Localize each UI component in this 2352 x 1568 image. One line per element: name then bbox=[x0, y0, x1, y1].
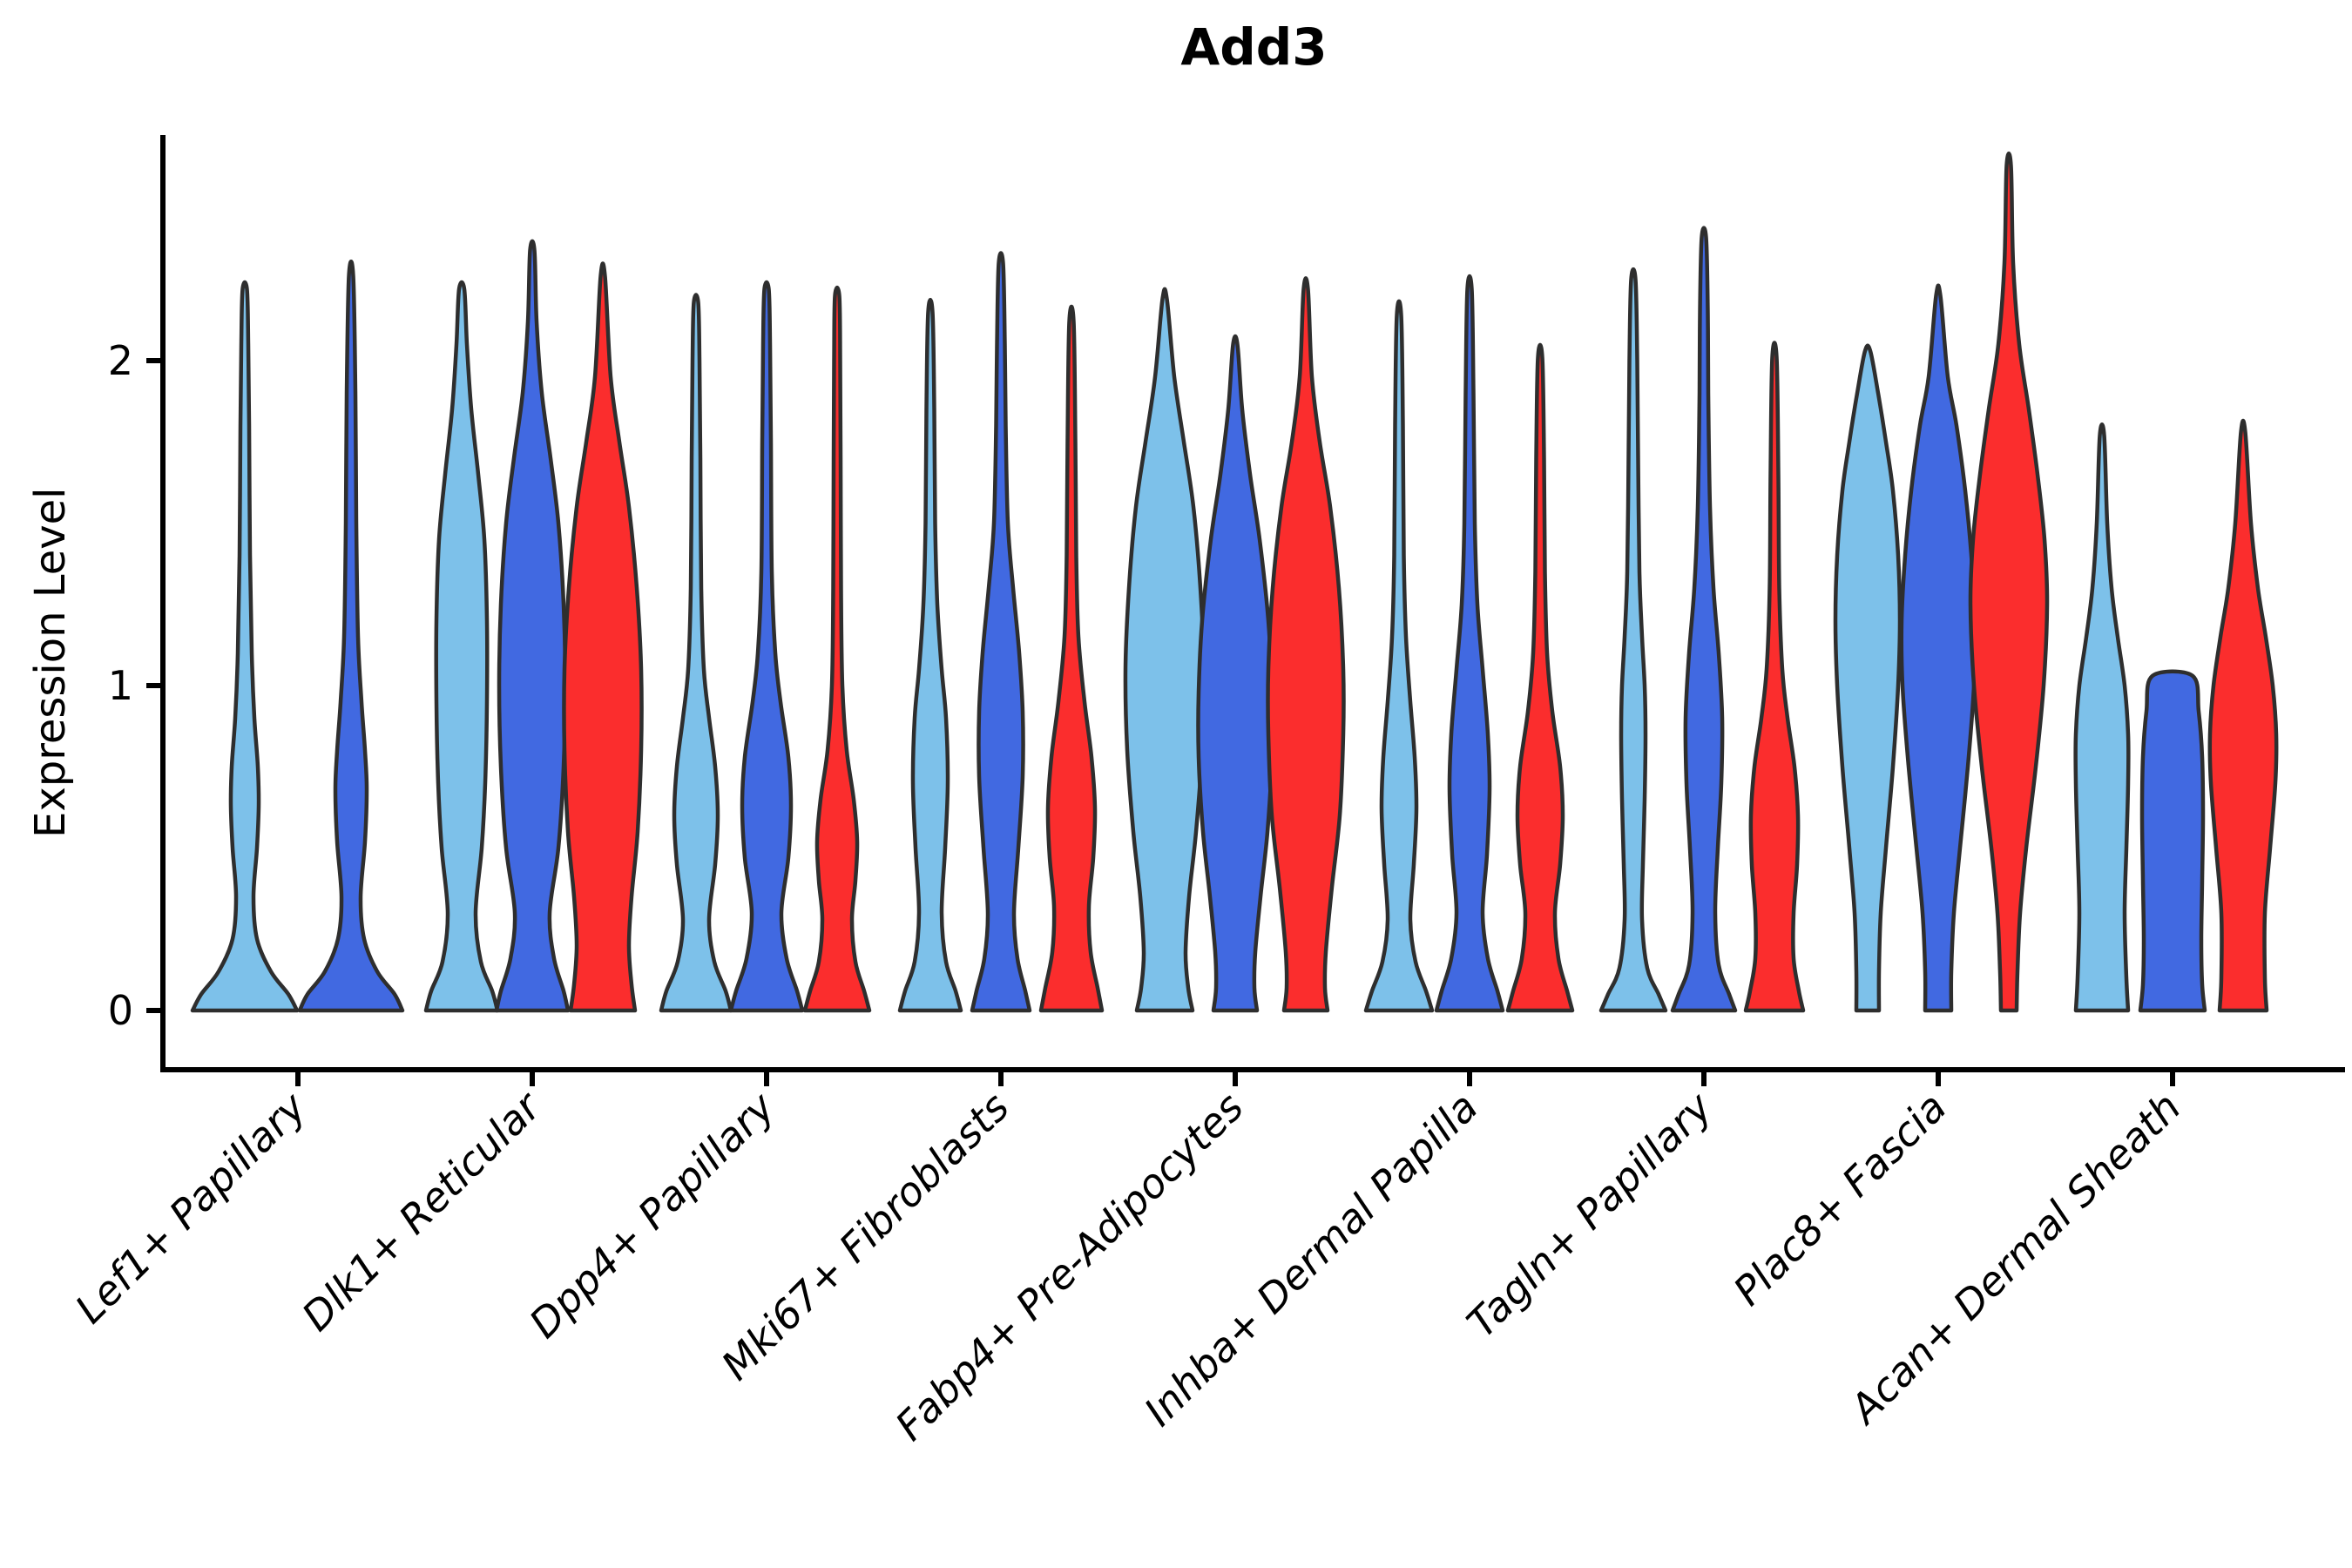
violin-tagln-papillary-dark-blue bbox=[1670, 226, 1738, 1013]
violin-acan-dermal-sheath-red bbox=[2207, 418, 2279, 1013]
violin-mki67-fibroblasts-light-blue bbox=[897, 297, 963, 1013]
y-tick-label: 1 bbox=[108, 662, 133, 709]
violin-lef1-papillary-dark-blue bbox=[297, 259, 405, 1013]
y-tick-label: 0 bbox=[108, 987, 133, 1034]
violin-fabp4-pre-adipocytes-dark-blue bbox=[1196, 334, 1274, 1013]
violin-inhba-dermal-papilla-dark-blue bbox=[1434, 274, 1505, 1013]
violin-plac8-fascia-red bbox=[1968, 151, 2050, 1013]
violin-dlk1-reticular-light-blue bbox=[423, 280, 500, 1013]
x-category-label-tagln-papillary: Tagln+ Papillary bbox=[1457, 1083, 1721, 1347]
violin-inhba-dermal-papilla-red bbox=[1505, 342, 1575, 1013]
violin-tagln-papillary-red bbox=[1743, 341, 1806, 1013]
violin-dpp4-papillary-red bbox=[802, 285, 872, 1013]
violin-inhba-dermal-papilla-light-blue bbox=[1363, 299, 1435, 1013]
violin-dlk1-reticular-red bbox=[562, 261, 644, 1013]
chart-title: Add3 bbox=[1180, 17, 1328, 77]
violin-fabp4-pre-adipocytes-light-blue bbox=[1123, 287, 1206, 1013]
y-tick-label: 2 bbox=[108, 337, 133, 384]
violin-dlk1-reticular-dark-blue bbox=[494, 239, 571, 1013]
x-category-label-plac8-fascia: Plac8+ Fascia bbox=[1724, 1084, 1955, 1315]
violin-mki67-fibroblasts-dark-blue bbox=[970, 251, 1032, 1013]
violin-acan-dermal-sheath-light-blue bbox=[2073, 422, 2131, 1013]
violin-acan-dermal-sheath-dark-blue bbox=[2138, 669, 2207, 1013]
violin-tagln-papillary-light-blue bbox=[1598, 267, 1668, 1013]
violin-dpp4-papillary-light-blue bbox=[659, 293, 733, 1013]
violin-lef1-papillary-light-blue bbox=[190, 280, 300, 1013]
violin-plac8-fascia-dark-blue bbox=[1899, 283, 1977, 1013]
violin-dpp4-papillary-dark-blue bbox=[728, 280, 805, 1013]
x-category-label-dpp4-papillary: Dpp4+ Papillary bbox=[520, 1083, 784, 1347]
violin-fabp4-pre-adipocytes-red bbox=[1266, 276, 1346, 1013]
violin-plac8-fascia-light-blue bbox=[1833, 343, 1903, 1013]
violin-mki67-fibroblasts-red bbox=[1038, 304, 1105, 1013]
x-category-label-dlk1-reticular: Dlk1+ Reticular bbox=[293, 1081, 551, 1340]
x-category-label-lef1-papillary: Lef1+ Papillary bbox=[66, 1083, 315, 1332]
